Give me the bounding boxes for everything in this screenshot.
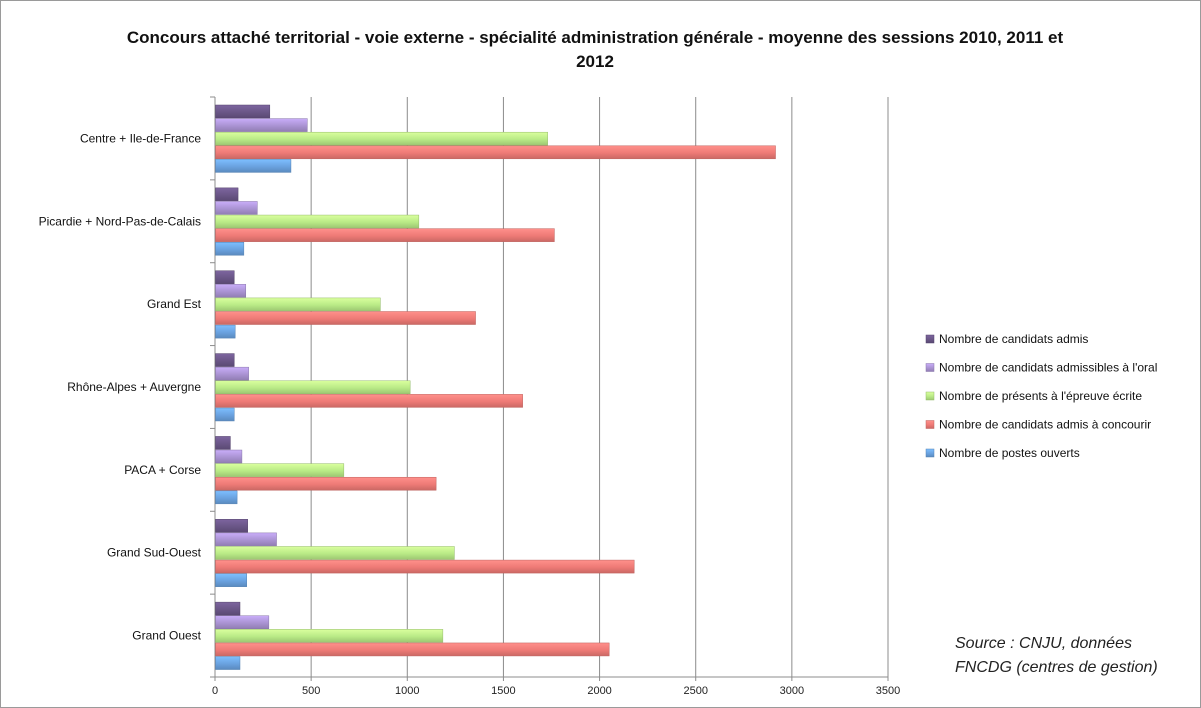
bar [215,463,345,477]
x-tick-label: 0 [212,685,218,697]
legend-label: Nombre de postes ouverts [939,446,1080,460]
legend-swatch [925,391,935,401]
bar [215,380,411,395]
y-category-label: Centre + Ile-de-France [80,131,201,145]
bar [215,353,235,367]
bar [215,270,235,284]
y-category-label: Rhône-Alpes + Auvergne [67,380,201,394]
bar [215,642,610,657]
bar [215,284,247,298]
bar [215,159,292,173]
bar [215,546,455,560]
bar [215,145,776,160]
bar [215,118,308,132]
bar [215,407,235,422]
bar [215,324,236,339]
bar [215,476,437,491]
bar [215,532,277,547]
x-tick-label: 1000 [395,685,419,697]
bar [215,214,420,229]
bar [215,131,548,146]
legend-label: Nombre de candidats admissibles à l'oral [939,361,1157,375]
legend-label: Nombre de candidats admis à concourir [939,418,1151,432]
bar [215,311,476,325]
bar [215,573,247,587]
y-category-label: Grand Est [147,297,202,311]
y-category-label: Grand Ouest [132,629,201,643]
bar [215,297,381,312]
legend-swatch [925,363,935,372]
bar [215,559,635,574]
bar [215,187,239,202]
x-tick-label: 500 [302,685,320,697]
source-annotation: Source : CNJU, données FNCDG (centres de… [955,632,1195,680]
legend-label: Nombre de candidats admis [939,332,1088,346]
y-category-label: PACA + Corse [124,463,201,477]
bar [215,519,248,533]
bar [215,228,555,242]
legend-swatch [925,334,935,344]
bar [215,629,444,643]
bar [215,104,271,119]
x-tick-label: 2500 [683,685,707,697]
legend-label: Nombre de présents à l'épreuve écrite [939,389,1142,403]
legend-swatch [925,420,935,429]
bar [215,490,238,505]
bar [215,242,245,256]
source-line-1: Source : CNJU, données [955,635,1132,652]
y-category-label: Picardie + Nord-Pas-de-Calais [39,214,201,228]
bar [215,366,249,381]
x-tick-label: 3000 [780,685,804,697]
bar [215,394,523,408]
x-tick-label: 2000 [587,685,611,697]
legend-swatch [925,448,935,458]
x-tick-label: 1500 [491,685,515,697]
bar [215,615,270,629]
x-tick-label: 3500 [876,685,900,697]
source-line-2: FNCDG (centres de gestion) [955,659,1158,676]
chart-title: Concours attaché territorial - voie exte… [126,28,1064,71]
bar [215,449,243,464]
bar [215,656,241,670]
bar [215,601,241,616]
bar [215,201,258,215]
y-category-label: Grand Sud-Ouest [107,546,202,560]
bar [215,436,231,450]
